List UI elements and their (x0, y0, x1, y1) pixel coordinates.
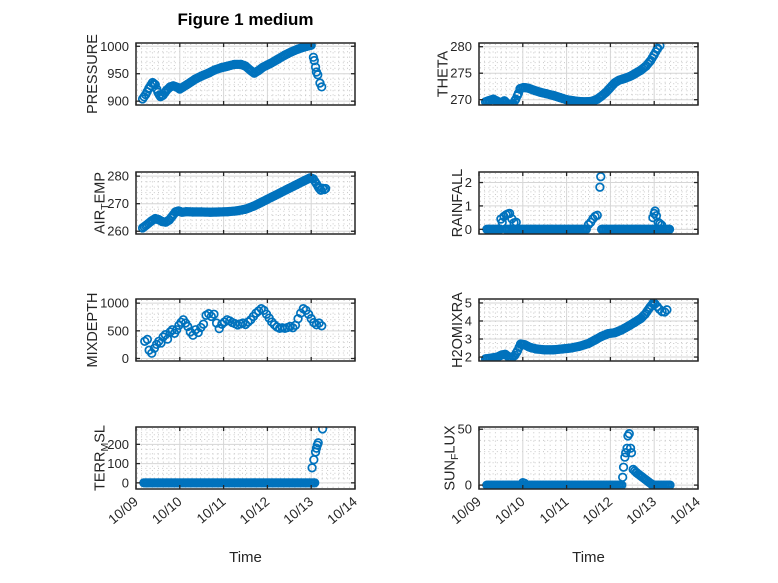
svg-text:10/14: 10/14 (667, 494, 703, 528)
minor-grid (480, 300, 697, 360)
y-axis-label: RAINFALL (450, 169, 466, 238)
y-axis-label: THETA (435, 50, 451, 97)
major-grid (136, 43, 355, 105)
svg-text:3: 3 (465, 332, 472, 347)
svg-text:10/12: 10/12 (580, 494, 616, 527)
x-tick-labels: 10/09 10/10 10/11 10/12 10/13 10/14 (105, 494, 360, 528)
y-tick-labels: 270 275 280 (450, 39, 472, 107)
svg-text:4: 4 (465, 313, 472, 328)
svg-text:270: 270 (450, 92, 472, 107)
svg-text:10/10: 10/10 (492, 494, 528, 527)
svg-text:10/09: 10/09 (448, 494, 484, 527)
tick-marks (478, 43, 699, 105)
svg-text:2: 2 (465, 350, 472, 365)
data-series (139, 427, 328, 488)
minor-grid (480, 44, 697, 104)
svg-text:280: 280 (450, 39, 472, 54)
svg-text:10/09: 10/09 (105, 494, 141, 527)
svg-text:275: 275 (450, 66, 472, 81)
y-tick-labels: 0 100 200 (107, 437, 129, 491)
tick-marks (135, 43, 356, 105)
tick-marks (135, 172, 356, 234)
plot-box (478, 171, 699, 235)
x-axis-label-left: Time (229, 549, 262, 566)
svg-text:1000: 1000 (100, 39, 129, 54)
data-series (480, 299, 672, 361)
figure-title: Figure 1 medium (177, 10, 314, 29)
svg-text:950: 950 (107, 66, 129, 81)
tick-marks (478, 172, 699, 234)
svg-text:10/11: 10/11 (537, 494, 572, 527)
svg-text:10/10: 10/10 (149, 494, 185, 527)
y-axis-label: H2OMIXRA (450, 292, 466, 368)
data-series (482, 172, 675, 234)
svg-text:500: 500 (107, 323, 129, 338)
minor-grid (480, 428, 697, 488)
svg-text:10/13: 10/13 (624, 494, 660, 527)
data-series (482, 429, 675, 489)
y-axis-label: AIRTEMP (92, 172, 111, 234)
svg-text:280: 280 (107, 169, 129, 184)
plot-box (478, 426, 699, 490)
svg-text:270: 270 (107, 196, 129, 211)
y-tick-labels: 0 500 1000 (100, 296, 129, 366)
y-tick-labels: 0 50 (458, 422, 472, 493)
tick-marks (135, 427, 356, 489)
y-axis-label: MIXDEPTH (85, 293, 101, 368)
svg-text:200: 200 (107, 437, 129, 452)
plot-box (478, 298, 699, 362)
svg-text:10/14: 10/14 (324, 494, 360, 528)
data-series (137, 43, 327, 104)
plot-box (135, 298, 356, 362)
svg-text:10/12: 10/12 (237, 494, 273, 527)
data-series (480, 43, 665, 105)
svg-text:10/13: 10/13 (281, 494, 317, 527)
data-series (140, 304, 327, 358)
svg-text:900: 900 (107, 94, 129, 109)
data-series (137, 173, 331, 233)
svg-text:10/11: 10/11 (194, 494, 229, 527)
y-tick-labels: 0 1 2 (465, 175, 472, 237)
svg-text:0: 0 (465, 222, 472, 237)
y-axis-label: PRESSURE (85, 34, 101, 114)
plot-box (135, 171, 356, 235)
plot-box (478, 42, 699, 106)
tick-marks (135, 299, 356, 361)
tick-marks (478, 427, 699, 489)
y-axis-label: SUNFLUX (443, 425, 462, 491)
y-tick-labels: 900 950 1000 (100, 39, 129, 109)
x-tick-labels: 10/09 10/10 10/11 10/12 10/13 10/14 (448, 494, 703, 528)
svg-text:0: 0 (465, 478, 472, 493)
y-tick-labels: 260 270 280 (107, 169, 129, 239)
svg-text:100: 100 (107, 456, 129, 471)
svg-text:260: 260 (107, 224, 129, 239)
plot-box (135, 426, 356, 490)
svg-text:0: 0 (122, 475, 129, 490)
svg-text:2: 2 (465, 175, 472, 190)
y-tick-labels: 2 3 4 5 (465, 295, 472, 364)
x-axis-label-right: Time (572, 549, 605, 566)
svg-text:0: 0 (122, 351, 129, 366)
svg-text:50: 50 (458, 422, 472, 437)
svg-text:1: 1 (465, 198, 472, 213)
y-axis-label: TERRMSL (92, 425, 111, 491)
svg-text:1000: 1000 (100, 296, 129, 311)
tick-marks (478, 299, 699, 361)
svg-text:5: 5 (465, 295, 472, 310)
